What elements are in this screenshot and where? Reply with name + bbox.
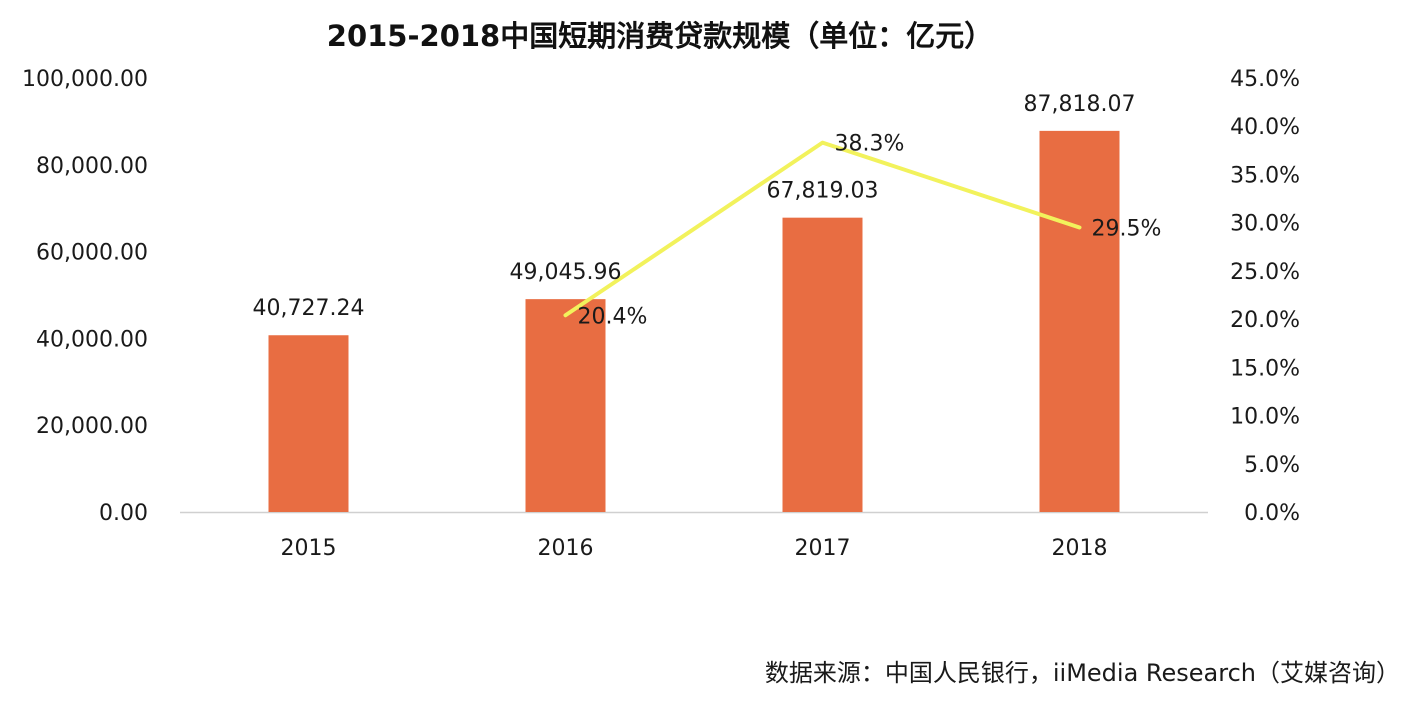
left-tick-label: 0.00	[99, 501, 148, 526]
right-tick-label: 45.0%	[1230, 67, 1300, 92]
x-tick-label: 2015	[281, 536, 337, 561]
bar	[1039, 130, 1120, 513]
growth-line	[563, 140, 1082, 318]
bar	[525, 299, 606, 512]
left-axis: 0.00 20,000.00 40,000.00 60,000.00 80,000.00…	[22, 67, 148, 526]
left-tick-label: 60,000.00	[36, 241, 148, 266]
x-tick-label: 2016	[538, 536, 594, 561]
right-tick-label: 10.0%	[1230, 405, 1300, 430]
line-value-label: 29.5%	[1092, 216, 1162, 241]
growth-line-series	[563, 140, 1082, 318]
left-tick-label: 20,000.00	[36, 414, 148, 439]
bar-value-label: 67,819.03	[767, 179, 879, 204]
right-axis: 0.0% 5.0% 10.0% 15.0% 20.0% 25.0% 30.0% 35.0% 40…	[1230, 67, 1300, 526]
bar-value-label: 49,045.96	[510, 260, 622, 285]
bar-value-label: 40,727.24	[253, 296, 365, 321]
left-tick-label: 100,000.00	[22, 67, 148, 92]
right-tick-label: 0.0%	[1244, 501, 1300, 526]
bar	[268, 335, 349, 512]
right-tick-label: 15.0%	[1230, 356, 1300, 381]
x-axis: 2015 2016 2017 2018	[180, 511, 1208, 561]
left-tick-label: 80,000.00	[36, 154, 148, 179]
x-tick-label: 2017	[795, 536, 851, 561]
left-tick-label: 40,000.00	[36, 327, 148, 352]
right-tick-label: 5.0%	[1244, 453, 1300, 478]
source-note: 数据来源：中国人民银行，iiMedia Research（艾媒咨询）	[765, 659, 1400, 687]
bar-series	[268, 130, 1120, 513]
right-tick-label: 40.0%	[1230, 115, 1300, 140]
right-tick-label: 30.0%	[1230, 212, 1300, 237]
bar	[782, 217, 863, 512]
right-tick-label: 20.0%	[1230, 308, 1300, 333]
chart-title: 2015-2018中国短期消费贷款规模（单位：亿元）	[327, 19, 993, 53]
right-tick-label: 25.0%	[1230, 260, 1300, 285]
line-value-label: 38.3%	[835, 132, 905, 157]
x-tick-label: 2018	[1052, 536, 1108, 561]
line-value-label: 20.4%	[578, 304, 648, 329]
right-tick-label: 35.0%	[1230, 163, 1300, 188]
bar-value-label: 87,818.07	[1024, 92, 1136, 117]
data-labels: 40,727.24 49,045.96 67,819.03 87,818.07 20.4…	[253, 92, 1162, 329]
